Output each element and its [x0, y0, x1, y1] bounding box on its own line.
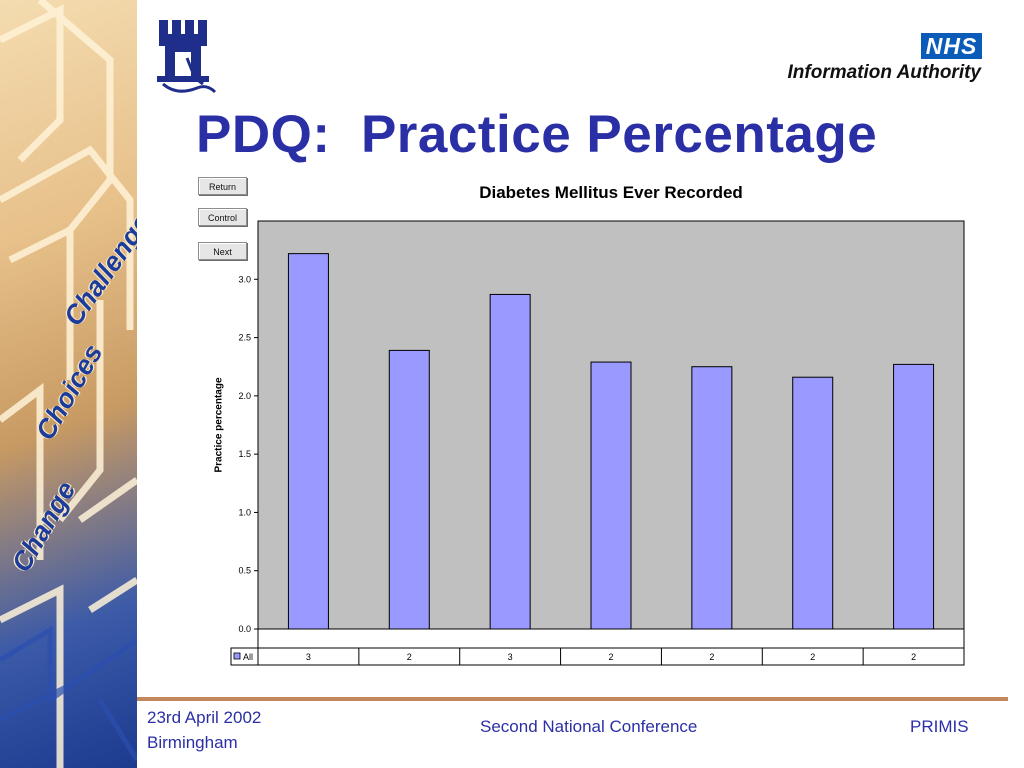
footer-place: Birmingham [147, 733, 238, 752]
control-button[interactable]: Control [198, 208, 247, 226]
data-table-value: 2 [810, 652, 815, 662]
y-tick-label: 0.5 [238, 566, 251, 576]
data-table-value: 2 [608, 652, 613, 662]
data-table-value: 2 [911, 652, 916, 662]
legend-swatch [233, 652, 241, 660]
y-tick-label: 0.0 [238, 624, 251, 634]
footer-divider [137, 697, 1008, 701]
university-crest-logo [157, 20, 217, 94]
bar-1 [287, 253, 329, 630]
data-table-value: 2 [407, 652, 412, 662]
y-tick-label: 3.0 [238, 274, 251, 284]
data-table-value: 3 [508, 652, 513, 662]
data-table-value: 3 [306, 652, 311, 662]
bar-4 [590, 361, 632, 630]
bar-6 [792, 376, 834, 630]
next-button[interactable]: Next [198, 242, 247, 260]
maze-lines [0, 0, 137, 768]
slide-title: PDQ: Practice Percentage [196, 105, 878, 164]
category-axis-band [257, 628, 965, 649]
nhs-authority-label: Information Authority [787, 62, 982, 83]
data-table-value: 2 [709, 652, 714, 662]
bar-2 [388, 349, 430, 630]
footer-org: PRIMIS [910, 717, 969, 736]
footer-conference: Second National Conference [480, 717, 698, 736]
return-button[interactable]: Return [198, 177, 247, 195]
maze-decoration: Challenge Choices Change [0, 0, 137, 768]
y-tick-label: 1.5 [238, 449, 251, 459]
y-tick-label: 2.0 [238, 391, 251, 401]
bar-5 [691, 366, 733, 630]
bar-7 [893, 363, 935, 630]
nhs-logo: NHS [921, 33, 982, 59]
footer-date: 23rd April 2002 [147, 708, 262, 727]
y-tick-label: 1.0 [238, 507, 251, 517]
data-table [230, 647, 965, 666]
chart-title: Diabetes Mellitus Ever Recorded [479, 183, 743, 202]
bar-3 [489, 293, 531, 630]
y-tick-label: 2.5 [238, 333, 251, 343]
legend-label: All [243, 652, 253, 662]
